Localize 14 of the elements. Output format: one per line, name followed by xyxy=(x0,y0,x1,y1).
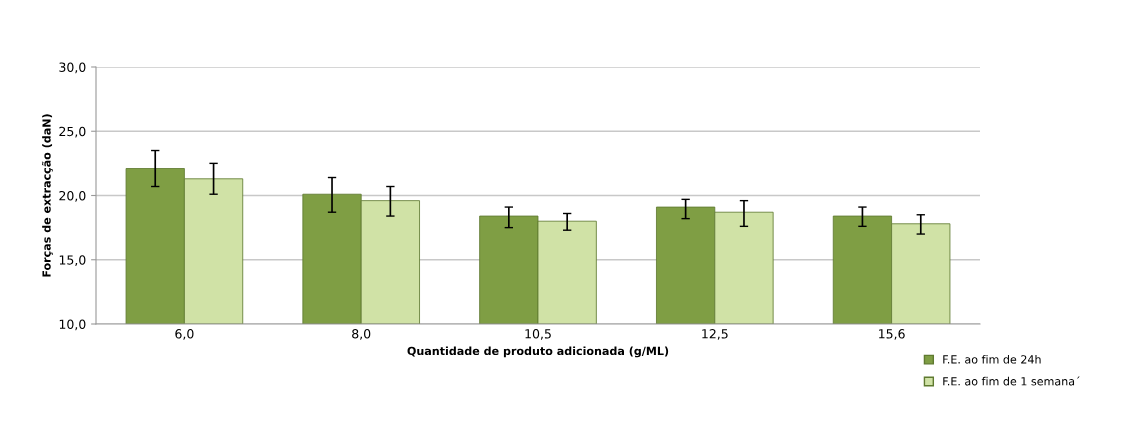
y-tick-label: 20,0 xyxy=(59,190,86,202)
y-tick-label: 10,0 xyxy=(59,319,86,331)
x-tick-label: 15,6 xyxy=(879,329,905,340)
x-tick-label: 8,0 xyxy=(352,329,371,340)
y-tick-label: 15,0 xyxy=(59,255,86,266)
y-tick-label: 30,0 xyxy=(59,62,86,74)
y-axis-title: Forças de extracção (daN) xyxy=(41,114,53,277)
legend-label: F.E. ao fim de 24h xyxy=(943,355,1041,364)
x-axis-title: Quantidade de produto adicionada (g/ML) xyxy=(407,346,669,358)
y-tick-label: 25,0 xyxy=(59,126,86,138)
x-tick-label: 6,0 xyxy=(175,329,194,340)
x-tick-label: 10,5 xyxy=(525,329,551,340)
legend-label: F.E. ao fim de 1 semana´ xyxy=(943,376,1080,386)
x-tick-label: 12,5 xyxy=(702,329,728,340)
